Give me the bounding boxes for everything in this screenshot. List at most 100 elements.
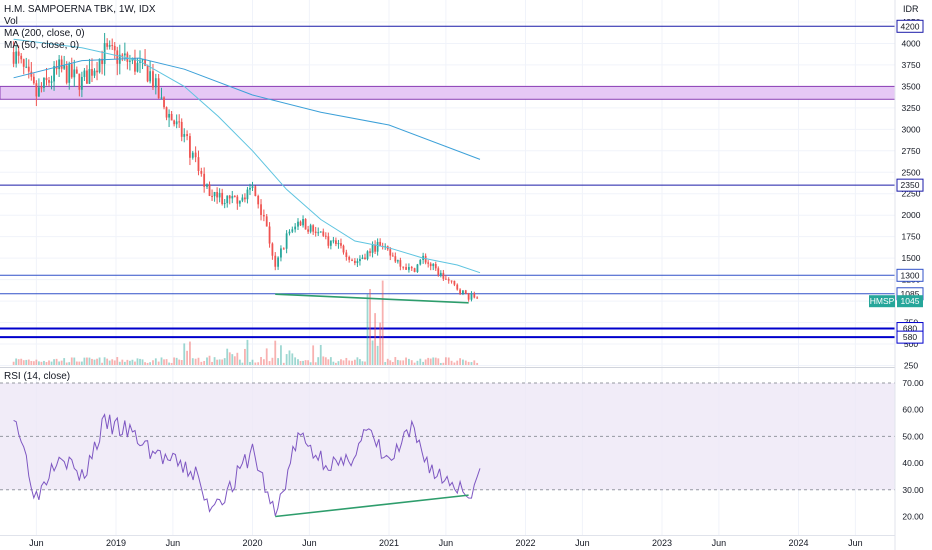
volume-bar [218,359,221,365]
price-tick-label: 250 [904,360,918,370]
volume-bar [419,358,422,365]
candle [254,185,257,365]
candle [88,58,91,365]
candle [291,226,294,365]
candle-body [106,43,109,47]
candle-body [183,134,186,137]
candle-body [228,195,231,199]
volume-bar [312,345,315,365]
volume-bar [337,361,340,365]
candle-body [30,71,33,77]
candle [419,258,422,365]
volume-bar [160,357,163,365]
volume-bar [260,357,262,365]
candle [464,289,467,365]
volume-bar [476,362,479,365]
chart-title[interactable]: H.M. SAMPOERNA TBK, 1W, IDX [4,4,156,15]
candle-body [274,255,277,267]
volume-bar [32,361,35,365]
volume-bar [424,359,427,365]
candle [476,296,479,365]
rsi-tick-label: 30.00 [902,485,924,495]
volume-bar [88,357,91,365]
volume-bar [361,361,364,365]
volume-bar [335,362,337,365]
candle-body [302,219,304,226]
rsi-divergence-trendline [275,494,469,518]
candle-body [282,248,285,250]
volume-bar [307,360,310,365]
candle [285,230,288,365]
volume-bar [297,359,299,365]
candle-body [108,45,111,47]
rsi-indicator-label[interactable]: RSI (14, close) [4,371,71,382]
candle-body [213,192,216,197]
candles [12,32,479,365]
volume-bar [75,361,78,365]
candle [93,68,96,365]
candle-body [429,263,432,267]
candle [86,65,88,365]
candle-body [244,197,246,200]
candle-body [246,189,249,200]
candle [374,240,376,365]
volume-bar [121,359,124,365]
volume-bar [241,362,244,365]
volume-bar [91,358,93,365]
candle-body [178,121,181,123]
candle [405,263,407,365]
candle-body [405,267,407,270]
volume-bar [163,359,165,365]
candle [324,232,327,365]
volume-indicator-label[interactable]: Vol [4,16,18,27]
volume-bar [384,362,387,365]
candle-body [464,290,467,294]
candle [379,238,382,365]
volume-bar [20,358,23,365]
volume-bar [43,360,45,365]
candle-body [73,69,76,78]
candle-body [304,219,307,230]
volume-bar [111,359,114,365]
candle [197,150,200,365]
volume-bar [136,358,139,365]
candle [439,270,442,365]
price-tick-label: 2500 [902,167,921,177]
volume-bar [63,358,66,365]
candle-body [260,204,262,215]
candle [233,195,236,365]
ma200-indicator-label[interactable]: MA (200, close, 0) [4,28,85,39]
candle [337,239,340,365]
candle [129,54,131,365]
candle-body [211,195,213,197]
candle [329,240,332,365]
candle [55,60,58,365]
candle [317,227,320,365]
candle-body [113,45,116,51]
candle-body [459,289,461,294]
volume-bar [249,361,251,365]
volume-bar [65,362,68,365]
candle-body [434,264,437,269]
candle [322,228,325,365]
volume-bar [405,357,407,365]
price-tick-label: 1500 [902,253,921,263]
volume-bar [332,361,335,365]
candle [416,263,419,365]
candle-body [470,293,473,300]
volume-bar [108,360,111,365]
candle [194,146,197,365]
candle [43,77,45,365]
ma50-indicator-label[interactable]: MA (50, close, 0) [4,40,80,51]
volume-bar [233,356,236,365]
candle [65,61,68,365]
candle [467,292,470,365]
candle [200,167,203,365]
candle-body [410,267,413,269]
candle-body [285,233,288,249]
candle-body [50,81,53,83]
candle-body [322,231,325,236]
candle [399,257,402,365]
level-label-680: 680 [903,324,917,334]
